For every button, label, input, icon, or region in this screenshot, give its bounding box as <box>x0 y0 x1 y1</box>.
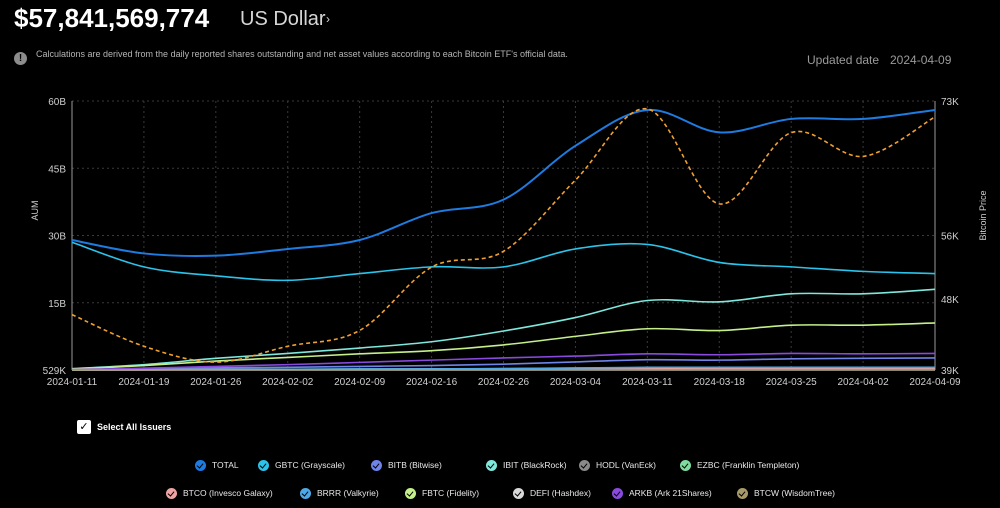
y2-axis-title: Bitcoin Price <box>978 190 988 240</box>
legend-label: BTCW (WisdomTree) <box>754 488 835 498</box>
check-circle-icon <box>737 487 748 499</box>
legend-label: DEFI (Hashdex) <box>530 488 591 498</box>
legend-item-ezbc-franklin-templeton[interactable]: EZBC (Franklin Templeton) <box>680 458 799 472</box>
x-tick-label: 2024-03-11 <box>622 377 673 388</box>
y2-tick-label: 56K <box>941 232 959 243</box>
x-tick-label: 2024-03-04 <box>550 377 602 388</box>
legend-label: FBTC (Fidelity) <box>422 488 480 498</box>
legend-item-brrr-valkyrie[interactable]: BRRR (Valkyrie) <box>300 486 379 500</box>
legend-label: BITB (Bitwise) <box>388 460 442 470</box>
check-circle-icon <box>195 459 206 471</box>
legend-label: BRRR (Valkyrie) <box>317 488 379 498</box>
y2-tick-label: 48K <box>941 295 959 306</box>
y-tick-label: 30B <box>48 232 66 243</box>
legend-label: ARKB (Ark 21Shares) <box>629 488 712 498</box>
check-circle-icon <box>612 487 623 499</box>
select-all-label: Select All Issuers <box>97 422 172 432</box>
y-tick-label: 45B <box>48 164 66 175</box>
check-circle-icon <box>258 459 269 471</box>
x-tick-label: 2024-02-16 <box>406 377 458 388</box>
select-all-checkbox[interactable]: ✓ <box>77 420 91 434</box>
check-circle-icon <box>680 459 691 471</box>
x-tick-label: 2024-01-19 <box>118 377 170 388</box>
legend-item-ibit-blackrock[interactable]: IBIT (BlackRock) <box>486 458 567 472</box>
y2-tick-label: 73K <box>941 97 959 108</box>
check-circle-icon <box>486 459 497 471</box>
series-line-arkb-ark-21shares <box>71 352 936 371</box>
series-line-bitcoin-price <box>71 108 936 363</box>
legend-item-bitb-bitwise[interactable]: BITB (Bitwise) <box>371 458 442 472</box>
x-tick-label: 2024-02-09 <box>334 377 386 388</box>
x-tick-label: 2024-02-02 <box>262 377 314 388</box>
legend-item-hodl-vaneck[interactable]: HODL (VanEck) <box>579 458 656 472</box>
chevron-right-icon[interactable]: › <box>326 12 330 26</box>
currency-selector[interactable]: US Dollar <box>240 8 326 30</box>
legend-label: GBTC (Grayscale) <box>275 460 345 470</box>
legend-item-arkb-ark-21shares[interactable]: ARKB (Ark 21Shares) <box>612 486 712 500</box>
y-tick-label: 60B <box>48 97 66 108</box>
series-line-gbtc-grayscale <box>71 241 936 282</box>
x-tick-label: 2024-04-09 <box>909 377 961 388</box>
legend-label: TOTAL <box>212 460 239 470</box>
legend-label: EZBC (Franklin Templeton) <box>697 460 800 470</box>
y-tick-label: 15B <box>48 299 66 310</box>
updated-date-value: 2024-04-09 <box>890 53 952 67</box>
check-circle-icon <box>405 487 416 499</box>
total-aum-value: $57,841,569,774 <box>14 3 210 33</box>
legend-item-btco-invesco-galaxy[interactable]: BTCO (Invesco Galaxy) <box>166 486 273 500</box>
legend-label: HODL (VanEck) <box>596 460 656 470</box>
legend-label: BTCO (Invesco Galaxy) <box>183 488 273 498</box>
y-axis-title: AUM <box>30 201 40 221</box>
check-circle-icon <box>371 459 382 471</box>
check-circle-icon <box>513 487 524 499</box>
x-tick-label: 2024-01-26 <box>190 377 242 388</box>
legend-item-fbtc-fidelity[interactable]: FBTC (Fidelity) <box>405 486 479 500</box>
legend-item-total[interactable]: TOTAL <box>195 458 239 472</box>
x-tick-label: 2024-03-18 <box>694 377 746 388</box>
series-line-ibit-blackrock <box>71 288 936 370</box>
check-circle-icon <box>579 459 590 471</box>
y2-tick-label: 39K <box>941 366 959 377</box>
check-circle-icon <box>300 487 311 499</box>
x-tick-label: 2024-01-11 <box>47 377 98 388</box>
aum-line-chart: 529K 15B 30B 45B 60B 39K 48K 56K 73K 2024-01-11 20… <box>30 97 988 388</box>
series-line-bitb-bitwise <box>71 357 936 371</box>
x-tick-label: 2024-02-26 <box>478 377 530 388</box>
x-tick-label: 2024-03-25 <box>766 377 818 388</box>
series-line-fbtc-fidelity <box>71 322 936 370</box>
legend-item-gbtc-grayscale[interactable]: GBTC (Grayscale) <box>258 458 345 472</box>
info-note: Calculations are derived from the daily … <box>36 49 568 59</box>
info-icon: ! <box>14 52 27 65</box>
x-tick-label: 2024-04-02 <box>838 377 890 388</box>
series-line-total <box>71 108 936 258</box>
updated-date-label: Updated date <box>807 53 880 67</box>
check-circle-icon <box>166 487 177 499</box>
y-tick-label: 529K <box>43 366 67 377</box>
legend-label: IBIT (BlackRock) <box>503 460 567 470</box>
legend-item-btcw-wisdomtree[interactable]: BTCW (WisdomTree) <box>737 486 835 500</box>
legend-item-defi-hashdex[interactable]: DEFI (Hashdex) <box>513 486 591 500</box>
